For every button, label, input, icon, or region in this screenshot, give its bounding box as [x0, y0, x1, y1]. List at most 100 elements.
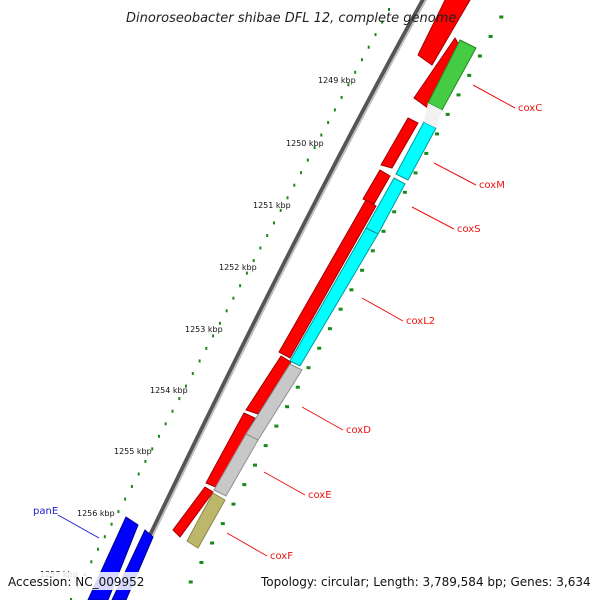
- gene-label-panE: panE: [33, 506, 58, 517]
- gc-dot: [338, 307, 343, 311]
- gc-dot: [232, 296, 235, 300]
- gc-dot: [90, 560, 93, 564]
- gc-dot: [279, 208, 282, 212]
- gc-dot: [137, 472, 140, 476]
- tick-label: 1256 kbp: [77, 509, 115, 518]
- gene-label-coxE: coxE: [308, 490, 332, 501]
- gc-dot: [220, 522, 225, 526]
- gc-dot: [360, 268, 365, 272]
- gc-dot: [413, 171, 418, 175]
- map-title: Dinoroseobacter shibae DFL 12, complete …: [126, 11, 456, 26]
- gc-dot: [218, 321, 221, 325]
- gc-dot: [477, 54, 482, 58]
- gc-dot: [245, 271, 248, 275]
- gc-dot: [198, 359, 201, 363]
- gc-dot: [210, 541, 215, 545]
- gc-dot: [306, 158, 309, 162]
- gc-dot: [252, 259, 255, 263]
- cds-arrow-coxS-fwd: [362, 169, 391, 205]
- gc-dot: [124, 497, 127, 501]
- gene-label-coxD: coxD: [346, 425, 371, 436]
- gc-dot: [456, 93, 461, 97]
- gc-dot: [354, 70, 357, 74]
- gc-dot: [171, 409, 174, 413]
- cds-coxF: [186, 492, 226, 549]
- gc-dot: [191, 372, 194, 375]
- gc-dot: [317, 346, 322, 350]
- gc-dot: [263, 444, 268, 448]
- gene-label-coxC: coxC: [518, 103, 542, 114]
- gc-dot: [103, 535, 106, 539]
- gc-dot: [231, 502, 236, 506]
- gene-label-coxS: coxS: [457, 224, 481, 235]
- cds-pale-gap: [424, 103, 442, 128]
- gc-dot: [110, 522, 113, 526]
- gc-dot: [205, 346, 208, 350]
- gc-dot: [488, 35, 493, 38]
- gc-dot: [178, 397, 181, 401]
- gene-label-coxL2: coxL2: [406, 316, 435, 327]
- gc-dot: [158, 434, 160, 438]
- gc-dot: [340, 95, 343, 99]
- gc-dot: [300, 171, 302, 175]
- gene-label-coxM: coxM: [479, 180, 505, 191]
- gc-dot: [151, 447, 154, 451]
- cds-arrow-top: [417, 0, 471, 66]
- gc-dot: [388, 8, 390, 11]
- gc-dot: [313, 146, 316, 150]
- gc-dot: [381, 229, 386, 233]
- gc-dot: [185, 384, 187, 388]
- gc-dot: [402, 190, 407, 194]
- gc-dot: [424, 151, 429, 155]
- tick-label: 1251 kbp: [253, 201, 291, 210]
- gc-dot: [333, 108, 336, 112]
- gc-dot: [274, 424, 279, 428]
- gc-dot: [130, 485, 133, 488]
- gc-dot: [327, 121, 330, 124]
- cds-arrow-coxL2-fwd: [278, 199, 377, 359]
- gc-dot: [285, 405, 290, 409]
- gc-dot: [306, 366, 311, 370]
- gc-dot: [239, 284, 242, 288]
- gc-dot: [266, 234, 269, 237]
- gc-dot: [347, 83, 350, 87]
- tick-label: 1249 kbp: [318, 76, 356, 85]
- cds-coxE: [213, 433, 259, 497]
- gc-dot: [117, 510, 120, 514]
- gc-track-outer: [70, 8, 390, 600]
- gc-dot: [370, 249, 375, 253]
- accession-label: Accession: NC_009952: [8, 575, 144, 589]
- gc-dot: [445, 112, 450, 116]
- gc-dot: [435, 132, 439, 136]
- tick-label: 1255 kbp: [114, 447, 152, 456]
- cds-coxL2: [289, 227, 379, 367]
- tick-label: 1252 kbp: [219, 263, 257, 272]
- gc-dot: [242, 483, 247, 487]
- gc-dot: [374, 33, 377, 37]
- gc-dot: [144, 459, 147, 463]
- gc-dot: [360, 58, 363, 62]
- tick-label: 1254 kbp: [150, 386, 188, 395]
- tick-label: 1250 kbp: [286, 139, 324, 148]
- gc-dot: [286, 196, 289, 200]
- gc-dot: [327, 327, 332, 331]
- gc-dot: [349, 288, 354, 292]
- gc-dot: [70, 598, 72, 600]
- reverse-cds-track: [186, 39, 477, 549]
- gc-dot: [188, 580, 193, 584]
- gc-dot: [225, 309, 228, 313]
- gene-labels: coxC coxM coxS coxL2 coxD coxE coxF panE: [33, 84, 542, 562]
- gc-dot: [367, 45, 370, 49]
- gc-dot: [392, 210, 397, 214]
- cds-arrow-coxF-fwd: [172, 486, 214, 538]
- gc-dot: [253, 463, 257, 467]
- gc-dot: [295, 385, 300, 389]
- gc-dot: [164, 422, 167, 426]
- gene-label-coxF: coxF: [270, 551, 293, 562]
- tick-label: 1253 kbp: [185, 325, 223, 334]
- cds-arrow-coxM-fwd: [380, 117, 419, 169]
- gc-dot: [97, 547, 100, 551]
- gc-dot: [320, 133, 323, 137]
- gc-dot: [467, 73, 472, 77]
